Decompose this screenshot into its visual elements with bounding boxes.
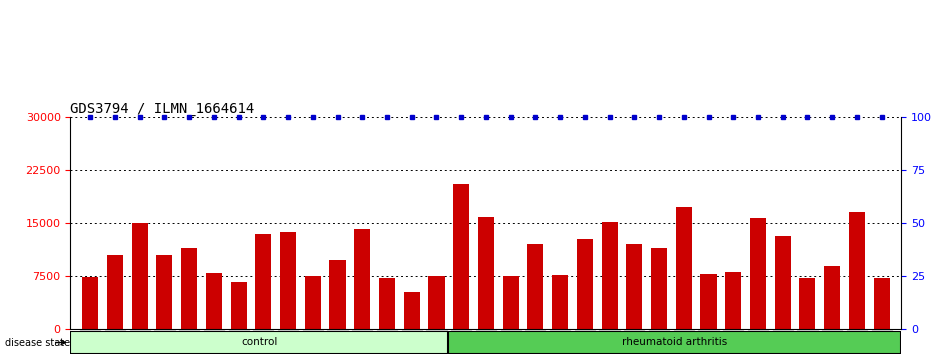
Bar bbox=[577, 239, 593, 329]
Text: disease state: disease state bbox=[5, 338, 69, 348]
Bar bbox=[305, 276, 321, 329]
Bar bbox=[428, 276, 444, 329]
Bar bbox=[70, 331, 448, 354]
Bar bbox=[502, 276, 518, 329]
Bar bbox=[700, 274, 716, 329]
Bar bbox=[799, 278, 815, 329]
Bar bbox=[330, 260, 346, 329]
Bar bbox=[824, 266, 840, 329]
Bar bbox=[83, 277, 99, 329]
Bar bbox=[602, 222, 618, 329]
Bar bbox=[206, 273, 222, 329]
Bar bbox=[448, 331, 901, 354]
Bar bbox=[157, 255, 173, 329]
Bar bbox=[725, 272, 741, 329]
Text: GDS3794 / ILMN_1664614: GDS3794 / ILMN_1664614 bbox=[70, 102, 254, 116]
Bar bbox=[454, 184, 470, 329]
Bar bbox=[478, 217, 494, 329]
Bar bbox=[131, 223, 147, 329]
Bar bbox=[676, 207, 692, 329]
Text: control: control bbox=[241, 337, 278, 348]
Bar bbox=[528, 244, 544, 329]
Bar bbox=[626, 244, 642, 329]
Bar bbox=[280, 232, 296, 329]
Bar bbox=[750, 218, 766, 329]
Bar bbox=[107, 255, 123, 329]
Bar bbox=[775, 236, 791, 329]
Bar bbox=[255, 234, 271, 329]
Bar bbox=[379, 278, 395, 329]
Bar bbox=[231, 282, 247, 329]
Bar bbox=[181, 248, 197, 329]
Bar bbox=[552, 275, 568, 329]
Text: rheumatoid arthritis: rheumatoid arthritis bbox=[623, 337, 728, 348]
Bar bbox=[354, 229, 370, 329]
Bar bbox=[849, 212, 865, 329]
Bar bbox=[651, 248, 667, 329]
Bar bbox=[404, 292, 420, 329]
Bar bbox=[873, 278, 889, 329]
